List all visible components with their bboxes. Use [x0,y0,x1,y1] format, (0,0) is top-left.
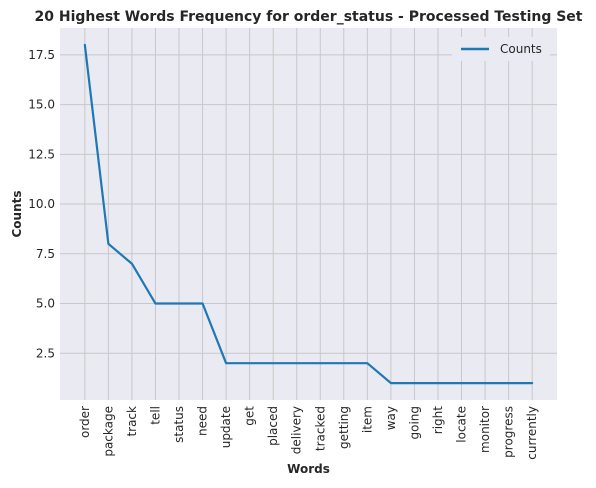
x-tick-label: delivery [290,406,304,454]
x-tick-label: get [243,406,257,426]
x-tick-label: need [196,406,210,436]
x-axis-label: Words [287,462,330,476]
legend: Counts [452,37,550,61]
x-tick-label: way [384,406,398,430]
y-tick-label: 5.0 [36,297,55,311]
y-tick-label: 10.0 [28,197,55,211]
y-axis-label: Counts [10,190,24,237]
x-tick-label: currently [525,406,539,460]
chart-title: 20 Highest Words Frequency for order_sta… [35,9,583,25]
x-tick-label: order [78,406,92,438]
y-tick-label: 2.5 [36,346,55,360]
x-tick-label: package [101,406,115,457]
x-tick-label: status [172,406,186,443]
x-tick-label: tracked [313,406,327,451]
y-axis: 2.5 5.0 7.5 10.0 12.5 15.0 17.5 [28,48,55,360]
x-axis: order package track tell status need update get… [78,406,539,460]
x-tick-label: progress [502,406,516,458]
series-line-group [83,43,534,385]
x-tick-label: monitor [478,406,492,453]
x-tick-label: locate [455,406,469,443]
legend-label: Counts [500,42,542,56]
x-tick-label: tell [148,406,162,425]
x-tick-label: getting [337,406,351,449]
y-tick-label: 17.5 [28,48,55,62]
x-tick-label: item [360,406,374,433]
x-tick-label: right [431,406,445,434]
x-tick-label: placed [266,406,280,446]
grid [60,28,557,400]
y-tick-label: 7.5 [36,247,55,261]
y-tick-label: 12.5 [28,147,55,161]
legend-box [452,37,550,61]
x-tick-label: going [407,406,421,440]
x-tick-label: track [125,406,139,437]
series-line-counts [83,43,534,385]
y-tick-label: 15.0 [28,98,55,112]
x-tick-label: update [219,406,233,448]
plot-area [60,28,557,400]
